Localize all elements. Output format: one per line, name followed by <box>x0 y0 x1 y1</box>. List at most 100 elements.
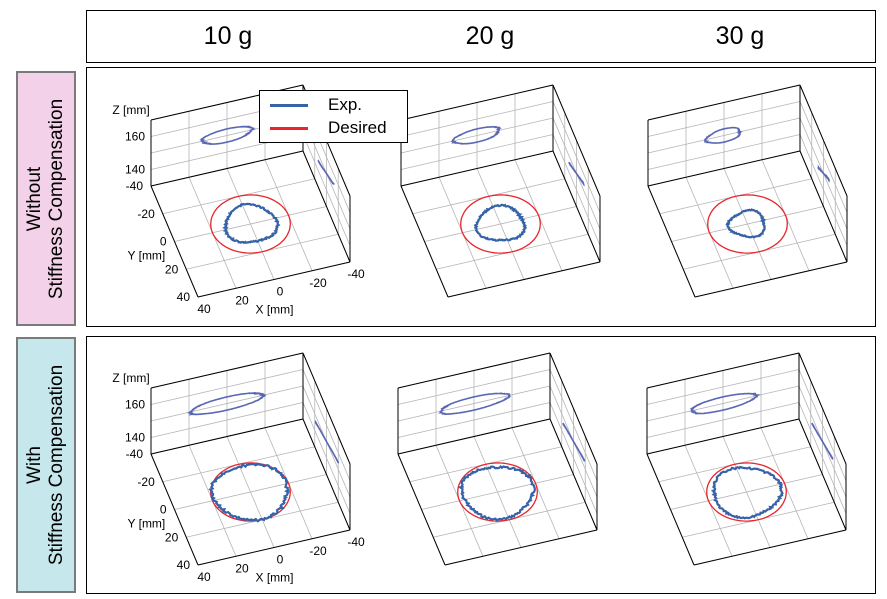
floor-gridline <box>174 206 327 242</box>
axis-box-edge <box>302 418 351 531</box>
x-axis-label: X [mm] <box>256 303 294 317</box>
exp-projection-side-wall <box>811 422 834 460</box>
legend-swatch-exp <box>270 104 308 107</box>
axis-box-edge <box>647 185 696 298</box>
column-title-20g: 20 g <box>465 22 515 50</box>
axis-box-edge <box>798 418 847 531</box>
axis-box-edge <box>397 352 551 389</box>
axis-box-edge <box>197 261 351 298</box>
axis-box-edge <box>798 352 847 465</box>
y-tick-label: 40 <box>177 558 191 572</box>
x-tick-label: 20 <box>235 293 249 307</box>
y-tick-label: -20 <box>137 475 155 489</box>
z-axis-label: Z [mm] <box>112 103 149 117</box>
x-tick-label: 40 <box>197 570 211 584</box>
axis-box-edge <box>646 352 800 389</box>
y-tick-label: -40 <box>126 179 144 193</box>
axis-box-edge <box>397 418 551 455</box>
axis-box-edge <box>302 352 351 465</box>
axis-box-edge <box>400 150 554 187</box>
legend-item-desired: Desired <box>260 117 407 139</box>
exp-projection-back-wall <box>689 392 761 415</box>
exp-trajectory <box>473 203 528 242</box>
y-tick-label: -40 <box>126 447 144 461</box>
axis-box-edge <box>150 150 304 187</box>
y-tick-label: 0 <box>160 235 167 249</box>
column-title-10g: 10 g <box>203 22 253 50</box>
x-tick-label: 0 <box>277 285 284 299</box>
y-axis-label: Y [mm] <box>127 248 165 262</box>
y-tick-label: 40 <box>177 290 191 304</box>
exp-projection-side-wall <box>314 419 340 464</box>
exp-trajectory <box>725 208 767 239</box>
axis-box-edge <box>150 352 304 389</box>
y-axis-label: Y [mm] <box>127 516 165 530</box>
y-tick-label: 20 <box>165 262 179 276</box>
desired-trajectory <box>457 462 538 522</box>
exp-trajectory <box>457 464 536 523</box>
exp-projection-back-wall <box>199 125 256 146</box>
z-tick-label: 140 <box>125 431 145 445</box>
exp-projection-back-wall <box>187 391 267 416</box>
exp-trajectory <box>221 202 281 245</box>
x-tick-label: -40 <box>347 267 365 281</box>
z-tick-label: 160 <box>125 398 145 412</box>
y-tick-label: -20 <box>137 207 155 221</box>
axis-box-edge <box>694 261 848 298</box>
x-tick-label: -20 <box>309 544 327 558</box>
column-header <box>86 10 876 63</box>
axis-box-edge <box>150 418 304 455</box>
z-tick-label: 140 <box>125 163 145 177</box>
row-label-without: Without Stiffness Compensation <box>16 71 76 326</box>
legend-label-desired: Desired <box>328 118 387 137</box>
floor-gridline <box>671 206 824 242</box>
axis-box-edge <box>549 418 598 531</box>
exp-trajectory <box>208 462 291 523</box>
axis-box-edge <box>400 84 554 121</box>
exp-trajectory <box>710 465 784 520</box>
exp-projection-back-wall <box>450 125 502 145</box>
axis-box-edge <box>646 453 695 566</box>
row-panel-without <box>86 67 876 327</box>
floor-gridline <box>670 474 823 510</box>
legend-swatch-desired <box>270 127 308 130</box>
exp-projection-side-wall <box>562 422 586 462</box>
exp-projection-side-wall <box>568 161 586 187</box>
desired-trajectory <box>707 194 788 254</box>
desired-trajectory <box>210 194 291 254</box>
desired-trajectory <box>210 462 291 522</box>
axis-box-edge <box>647 150 801 187</box>
axis-box-edge <box>447 261 601 298</box>
x-tick-label: 40 <box>197 302 211 316</box>
floor-gridline <box>174 474 327 510</box>
legend: Exp. Desired <box>259 90 408 143</box>
column-title-30g: 30 g <box>715 22 765 50</box>
z-axis-label: Z [mm] <box>112 371 149 385</box>
x-tick-label: -40 <box>347 535 365 549</box>
axis-box-edge <box>444 529 598 566</box>
axis-box-edge <box>150 453 199 566</box>
axis-box-edge <box>549 352 598 465</box>
desired-trajectory <box>706 462 787 522</box>
y-tick-label: 20 <box>165 530 179 544</box>
axis-box-edge <box>693 529 847 566</box>
desired-trajectory <box>460 194 541 254</box>
legend-label-exp: Exp. <box>328 95 363 114</box>
floor-gridline <box>421 474 574 510</box>
axis-box-edge <box>397 453 446 566</box>
exp-projection-back-wall <box>703 126 743 144</box>
z-tick-label: 160 <box>125 130 145 144</box>
floor-gridline <box>424 206 577 242</box>
x-tick-label: 20 <box>235 561 249 575</box>
x-tick-label: 0 <box>277 553 284 567</box>
axis-box-edge <box>302 150 351 263</box>
exp-projection-side-wall <box>317 159 335 185</box>
axis-box-edge <box>552 150 601 263</box>
x-tick-label: -20 <box>309 276 327 290</box>
axis-box-edge <box>646 418 800 455</box>
axis-box-edge <box>799 150 848 263</box>
axis-box-edge <box>150 185 199 298</box>
axis-box-edge <box>400 185 449 298</box>
row-label-with: With Stiffness Compensation <box>16 337 76 593</box>
